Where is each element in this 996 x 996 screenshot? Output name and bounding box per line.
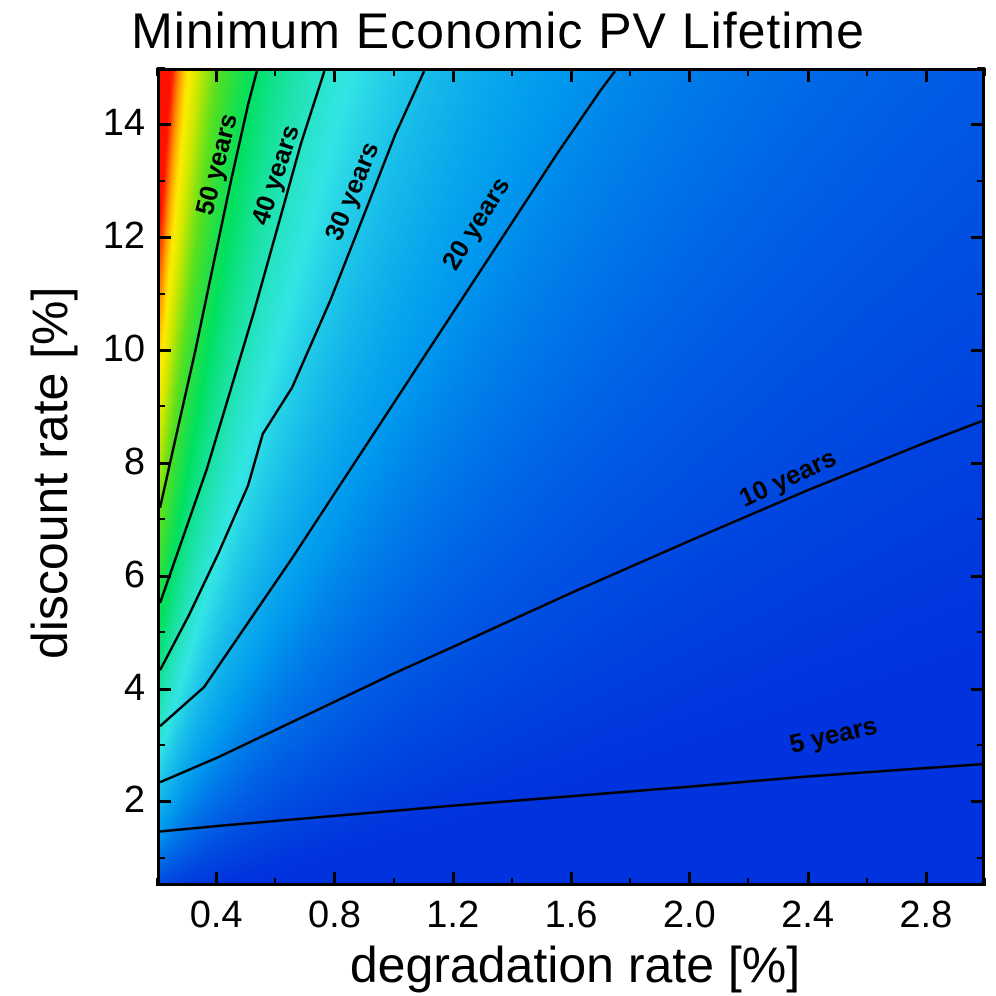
ytick-mark	[157, 800, 171, 803]
ytick-mark	[157, 123, 171, 126]
ytick-mark	[157, 575, 171, 578]
plot-area: 5 years10 years20 years30 years40 years5…	[157, 68, 985, 886]
xtick-label: 0.4	[176, 894, 256, 937]
ytick-minor	[157, 405, 165, 407]
xtick-minor	[629, 878, 631, 886]
chart-title: Minimum Economic PV Lifetime	[0, 2, 996, 60]
contour-label-20: 20 years	[437, 172, 515, 274]
ytick-mark	[971, 123, 985, 126]
xtick-mark	[452, 68, 455, 82]
ytick-mark	[971, 236, 985, 239]
contour-label-40: 40 years	[246, 121, 305, 228]
xtick-mark	[570, 872, 573, 886]
ytick-label: 10	[75, 328, 145, 371]
ytick-mark	[971, 462, 985, 465]
x-axis-label: degradation rate [%]	[300, 936, 850, 994]
xtick-mark	[807, 68, 810, 82]
ytick-minor	[977, 180, 985, 182]
xtick-mark	[807, 872, 810, 886]
ytick-mark	[971, 800, 985, 803]
ytick-mark	[157, 462, 171, 465]
ytick-minor	[977, 857, 985, 859]
ytick-minor	[157, 744, 165, 746]
contour-label-30: 30 years	[320, 138, 385, 244]
contour-40	[160, 71, 324, 603]
xtick-minor	[984, 68, 986, 76]
ytick-minor	[157, 293, 165, 295]
contour-5	[160, 764, 982, 831]
contour-label-5: 5 years	[787, 712, 880, 759]
ytick-minor	[977, 744, 985, 746]
xtick-mark	[215, 872, 218, 886]
xtick-minor	[984, 878, 986, 886]
xtick-mark	[688, 872, 691, 886]
xtick-minor	[511, 878, 513, 886]
xtick-minor	[393, 68, 395, 76]
xtick-label: 2.4	[768, 894, 848, 937]
xtick-mark	[925, 68, 928, 82]
ytick-label: 14	[75, 102, 145, 145]
xtick-mark	[925, 872, 928, 886]
ytick-label: 2	[75, 779, 145, 822]
ytick-minor	[157, 857, 165, 859]
xtick-mark	[452, 872, 455, 886]
xtick-minor	[274, 68, 276, 76]
xtick-minor	[629, 68, 631, 76]
ytick-label: 6	[75, 554, 145, 597]
ytick-minor	[977, 405, 985, 407]
ytick-mark	[157, 236, 171, 239]
ytick-label: 12	[75, 215, 145, 258]
ytick-minor	[157, 631, 165, 633]
xtick-mark	[333, 872, 336, 886]
xtick-minor	[393, 878, 395, 886]
xtick-mark	[570, 68, 573, 82]
ytick-label: 8	[75, 441, 145, 484]
xtick-mark	[333, 68, 336, 82]
ytick-mark	[157, 349, 171, 352]
ytick-mark	[971, 349, 985, 352]
y-axis-label: discount rate [%]	[21, 309, 79, 659]
xtick-minor	[866, 68, 868, 76]
ytick-minor	[157, 518, 165, 520]
xtick-label: 1.2	[413, 894, 493, 937]
ytick-mark	[157, 688, 171, 691]
xtick-minor	[156, 68, 158, 76]
xtick-minor	[866, 878, 868, 886]
xtick-mark	[215, 68, 218, 82]
ytick-mark	[971, 575, 985, 578]
ytick-minor	[977, 631, 985, 633]
xtick-minor	[274, 878, 276, 886]
xtick-label: 2.0	[649, 894, 729, 937]
ytick-mark	[971, 688, 985, 691]
xtick-label: 2.8	[886, 894, 966, 937]
chart-container: Minimum Economic PV Lifetime discount ra…	[0, 0, 996, 996]
xtick-minor	[511, 68, 513, 76]
xtick-minor	[747, 878, 749, 886]
xtick-label: 0.8	[294, 894, 374, 937]
ytick-minor	[977, 518, 985, 520]
ytick-label: 4	[75, 667, 145, 710]
xtick-label: 1.6	[531, 894, 611, 937]
contour-overlay: 5 years10 years20 years30 years40 years5…	[160, 71, 982, 883]
ytick-minor	[977, 293, 985, 295]
contour-label-10: 10 years	[735, 444, 840, 513]
ytick-minor	[157, 180, 165, 182]
xtick-minor	[156, 878, 158, 886]
xtick-mark	[688, 68, 691, 82]
ytick-minor	[157, 67, 165, 69]
xtick-minor	[747, 68, 749, 76]
